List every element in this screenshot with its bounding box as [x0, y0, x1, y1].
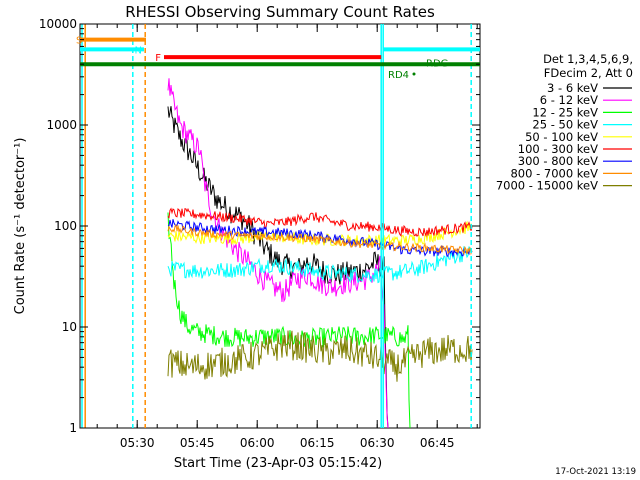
- x-tick-label-5: 06:30: [360, 436, 395, 450]
- plot-frame: [79, 23, 481, 429]
- y-axis: 1 10 100 1000 10000: [39, 17, 480, 435]
- flag-annotation-rdg: RDG: [426, 59, 448, 70]
- x-tick-label-3: 06:00: [240, 436, 275, 450]
- x-axis-label: Start Time (23-Apr-03 05:15:42): [174, 456, 382, 471]
- legend-label-5: 50 - 100 keV: [525, 130, 598, 144]
- series-line-9: [167, 330, 473, 382]
- legend-label-2: 6 - 12 keV: [540, 93, 598, 107]
- flag-label-n: N: [135, 45, 142, 56]
- flag-annotation-dot: [412, 72, 416, 76]
- legend-label-6: 100 - 300 keV: [518, 142, 598, 156]
- series-line-5: [167, 220, 473, 247]
- flag-annotation-rd4: RD4: [388, 70, 409, 81]
- legend-label-7: 300 - 800 keV: [518, 154, 598, 168]
- flag-layer: S N F RD4 RDG: [76, 24, 480, 428]
- legend-label-8: 800 - 7000 keV: [510, 166, 598, 180]
- y-tick-label-5: 10000: [39, 17, 77, 31]
- legend-label-4: 25 - 50 keV: [532, 118, 598, 132]
- legend-label-3: 12 - 25 keV: [532, 105, 598, 119]
- y-tick-label-2: 10: [62, 320, 77, 334]
- x-tick-label-2: 05:45: [180, 436, 215, 450]
- series-line-6: [167, 207, 473, 238]
- footer-timestamp: 17-Oct-2021 13:19: [555, 467, 636, 477]
- y-axis-label: Count Rate (s⁻¹ detector⁻¹): [13, 138, 28, 315]
- flag-label-s: S: [76, 36, 82, 47]
- series-line-4: [167, 245, 473, 284]
- y-tick-label-4: 1000: [46, 118, 77, 132]
- chart-title: RHESSI Observing Summary Count Rates: [125, 3, 435, 21]
- legend-label-1: 3 - 6 keV: [547, 81, 598, 95]
- series-line-1: [167, 106, 389, 429]
- x-tick-label-4: 06:15: [300, 436, 335, 450]
- series-line-8: [167, 223, 473, 256]
- plot-area: [79, 23, 481, 429]
- legend: Det 1,3,4,5,6,9, FDecim 2, Att 0 3 - 6 k…: [496, 52, 633, 193]
- series-layer: [167, 78, 473, 429]
- y-tick-label-1: 1: [69, 421, 77, 435]
- x-tick-label-6: 06:45: [420, 436, 455, 450]
- flag-label-f: F: [155, 53, 161, 64]
- x-tick-label-1: 05:30: [120, 436, 155, 450]
- series-line-2: [167, 78, 389, 429]
- legend-label-9: 7000 - 15000 keV: [496, 179, 598, 193]
- legend-header-2: FDecim 2, Att 0: [544, 66, 633, 80]
- x-axis: 05:30 05:45 06:00 06:15 06:30 06:45: [96, 24, 478, 450]
- legend-header-1: Det 1,3,4,5,6,9,: [543, 52, 633, 66]
- y-tick-label-3: 100: [54, 219, 77, 233]
